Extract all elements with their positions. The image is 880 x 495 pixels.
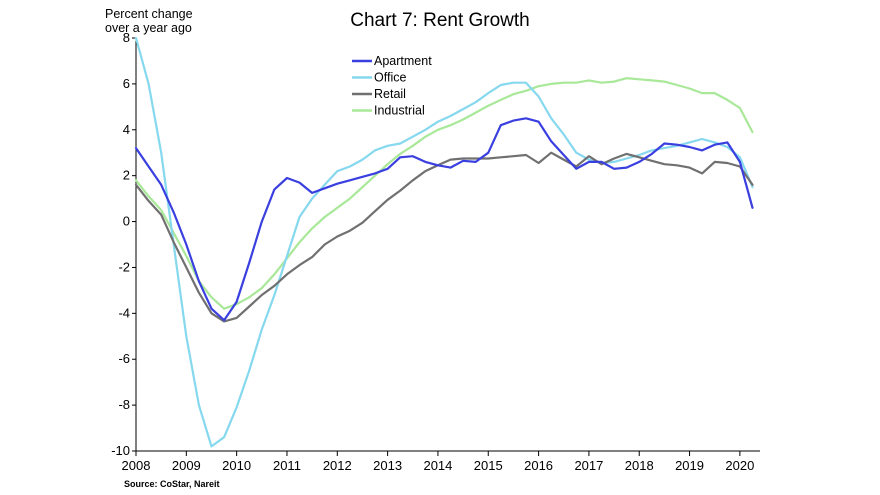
x-tick-label: 2018 [625, 458, 654, 473]
legend-label-retail: Retail [374, 87, 406, 101]
x-tick-label: 2008 [122, 458, 151, 473]
series-line-office [134, 36, 754, 448]
series-lines [134, 36, 754, 448]
x-tick-label: 2014 [423, 458, 452, 473]
x-tick-label: 2015 [474, 458, 503, 473]
y-tick-label: -6 [118, 351, 130, 366]
legend-label-office: Office [374, 71, 406, 85]
x-tick-label: 2019 [675, 458, 704, 473]
y-tick-label: 2 [123, 168, 130, 183]
chart-title: Chart 7: Rent Growth [350, 10, 530, 31]
x-tick-label: 2016 [524, 458, 553, 473]
y-tick-label: -4 [118, 305, 130, 320]
x-tick-label: 2012 [323, 458, 352, 473]
x-tick-label: 2009 [172, 458, 201, 473]
y-tick-label: 4 [123, 122, 130, 137]
series-line-apartment [134, 117, 754, 322]
y-tick-label: 0 [123, 214, 130, 229]
x-axis-ticks: 2008 2009 2010 2011 2012 2013 2014 2015 2016 2017… [122, 451, 754, 473]
y-axis-label-line-1: Percent change [105, 7, 193, 21]
y-tick-label: 6 [123, 76, 130, 91]
series-line-retail [134, 151, 754, 323]
x-tick-label: 2013 [373, 458, 402, 473]
y-tick-label: -2 [118, 259, 130, 274]
legend-label-industrial: Industrial [374, 104, 425, 118]
legend-label-apartment: Apartment [374, 54, 432, 68]
y-tick-label: 8 [123, 30, 130, 45]
x-tick-label: 2017 [574, 458, 603, 473]
x-tick-label: 2011 [273, 458, 301, 473]
x-tick-label: 2020 [725, 458, 754, 473]
y-tick-label: -10 [111, 443, 130, 458]
x-tick-label: 2010 [222, 458, 251, 473]
legend: Apartment Office Retail Industrial [352, 54, 432, 118]
series-line-industrial [134, 77, 754, 310]
y-axis-ticks: -10 -8 -6 -4 -2 0 2 4 6 8 [111, 30, 136, 458]
y-tick-label: -8 [118, 397, 130, 412]
y-axis-label-line-2: over a year ago [105, 21, 192, 35]
source-note: Source: CoStar, Nareit [124, 479, 220, 489]
